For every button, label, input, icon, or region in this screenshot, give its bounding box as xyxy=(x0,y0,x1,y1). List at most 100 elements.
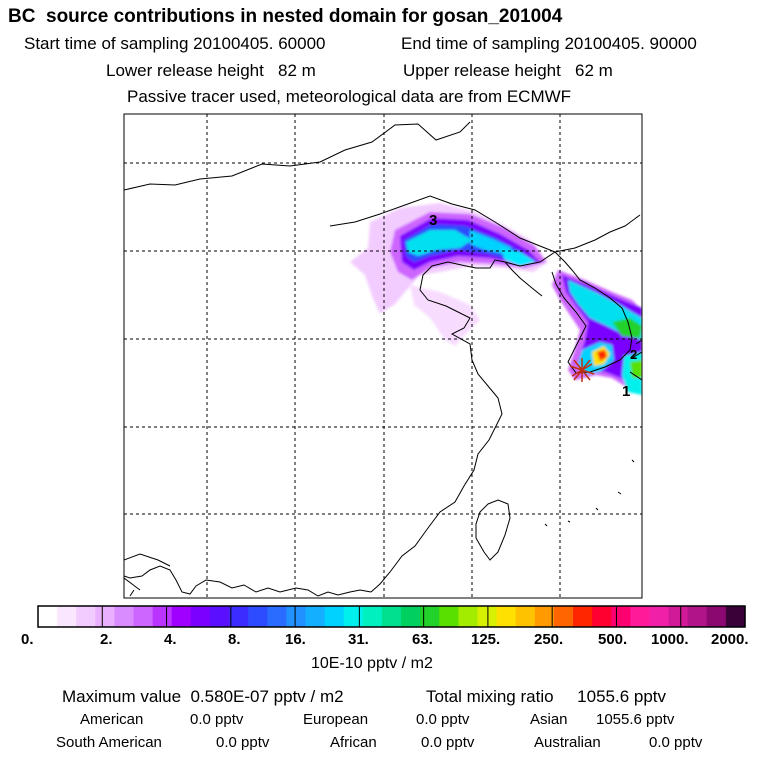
colorbar-tick: 250. xyxy=(534,631,564,648)
colorbar-cell xyxy=(649,606,670,627)
colorbar-tick: 63. xyxy=(412,631,433,648)
plume-haze-south xyxy=(410,285,480,346)
receptor-marker xyxy=(569,358,595,382)
colorbar-frame xyxy=(37,605,746,628)
colorbar-cell xyxy=(592,606,612,627)
region-name: Australian xyxy=(534,734,601,751)
coast-korea xyxy=(551,251,633,374)
region-name: South American xyxy=(56,734,162,751)
island-hainan xyxy=(124,577,141,597)
border-inner xyxy=(329,195,556,253)
region-name: European xyxy=(303,711,369,728)
colorbar-cell xyxy=(38,606,58,627)
colorbar-units: 10E-10 pptv / m2 xyxy=(311,655,433,672)
coast-japan xyxy=(629,339,642,381)
colorbar-cell xyxy=(114,606,135,627)
border-korea-north xyxy=(554,214,641,253)
island-taiwan xyxy=(475,499,511,561)
colorbar-cell xyxy=(57,606,77,627)
colorbar-cell xyxy=(515,606,536,627)
upper-release-label: Upper release height 62 m xyxy=(403,61,613,80)
plume-core-cyan-2 xyxy=(470,230,512,254)
colorbar-cell xyxy=(324,606,345,627)
plume-core-cyan-3 xyxy=(500,248,536,266)
colorbar-cell xyxy=(286,606,307,627)
colorbar-cell xyxy=(343,606,364,627)
colorbar-tick: 125. xyxy=(471,631,501,648)
colorbar-cell xyxy=(458,606,479,627)
colorbar-cell xyxy=(573,606,593,627)
colorbar-cell xyxy=(611,606,631,627)
colorbar-cell xyxy=(133,606,154,627)
colorbar-cell xyxy=(362,606,383,627)
plume-label-1: 1 xyxy=(622,383,630,400)
colorbar-tick: 31. xyxy=(348,631,369,648)
colorbar-cell xyxy=(267,606,288,627)
region-name: American xyxy=(80,711,144,728)
colorbar-tick: 16. xyxy=(285,631,306,648)
coast-bohai xyxy=(370,251,556,593)
total-mixing-ratio: Total mixing ratio 1055.6 pptv xyxy=(426,687,667,706)
colorbar-tick: 4. xyxy=(164,631,177,648)
coastlines xyxy=(124,121,642,597)
colorbar-tick: 2000. xyxy=(711,631,749,648)
colorbar-cell xyxy=(668,606,689,627)
colorbar-cell xyxy=(496,606,517,627)
lat-lon-grid xyxy=(124,114,642,598)
border-mongolia xyxy=(124,121,471,191)
coast-south xyxy=(124,565,372,597)
map-frame-background xyxy=(124,114,642,598)
lower-release-label: Lower release height 82 m xyxy=(106,61,316,80)
region-name: African xyxy=(330,734,377,751)
region-value: 0.0 pptv xyxy=(421,734,475,751)
coast-liaodong xyxy=(504,261,543,297)
tracer-note: Passive tracer used, meteorological data… xyxy=(127,87,572,106)
colorbar-cell xyxy=(152,606,173,627)
colorbar-tick: 1000. xyxy=(651,631,689,648)
plume-label-2: 2 xyxy=(630,347,637,362)
colorbar-cell xyxy=(248,606,268,627)
plot-title: BC source contributions in nested domain… xyxy=(8,6,563,27)
region-name: Asian xyxy=(530,711,568,728)
colorbar-tick: 2. xyxy=(100,631,113,648)
region-value: 0.0 pptv xyxy=(216,734,270,751)
colorbar-cell xyxy=(305,606,326,627)
max-value: Maximum value 0.580E-07 pptv / m2 xyxy=(62,687,344,706)
colorbar-cell xyxy=(725,606,746,627)
colorbar-cell xyxy=(439,606,459,627)
region-value: 0.0 pptv xyxy=(649,734,703,751)
plume-label-3: 3 xyxy=(429,212,437,229)
colorbar-cell xyxy=(630,606,651,627)
colorbar-cell xyxy=(687,606,708,627)
region-value: 0.0 pptv xyxy=(190,711,244,728)
colorbar-cell xyxy=(229,606,249,627)
colorbar-cell xyxy=(553,606,574,627)
plume-cheju-green xyxy=(630,360,642,378)
colorbar-cell xyxy=(381,606,402,627)
colorbar-cell xyxy=(95,606,116,627)
end-time-label: End time of sampling 20100405. 90000 xyxy=(401,34,697,53)
colorbar-cell xyxy=(401,606,421,627)
colorbar-tick: 0. xyxy=(21,631,34,648)
colorbar-cell xyxy=(534,606,555,627)
colorbar-tick: 500. xyxy=(598,631,628,648)
colorbar-cell xyxy=(190,606,211,627)
colorbar-cell xyxy=(420,606,440,627)
colorbar-cell xyxy=(171,606,192,627)
colorbar xyxy=(38,606,746,627)
region-value: 1055.6 pptv xyxy=(596,711,675,728)
colorbar-cell xyxy=(76,606,96,627)
start-time-label: Start time of sampling 20100405. 60000 xyxy=(24,34,326,53)
plume-korea-green xyxy=(612,318,642,338)
plume-south-red xyxy=(597,350,607,361)
islands-ryukyu xyxy=(544,459,635,527)
colorbar-cell xyxy=(209,606,230,627)
plume-core-cyan-1 xyxy=(406,230,472,256)
colorbar-cell xyxy=(477,606,498,627)
colorbar-cell xyxy=(706,606,727,627)
border-south-inland xyxy=(124,553,171,567)
colorbar-tick: 8. xyxy=(228,631,241,648)
map-frame xyxy=(123,113,643,599)
region-value: 0.0 pptv xyxy=(416,711,470,728)
